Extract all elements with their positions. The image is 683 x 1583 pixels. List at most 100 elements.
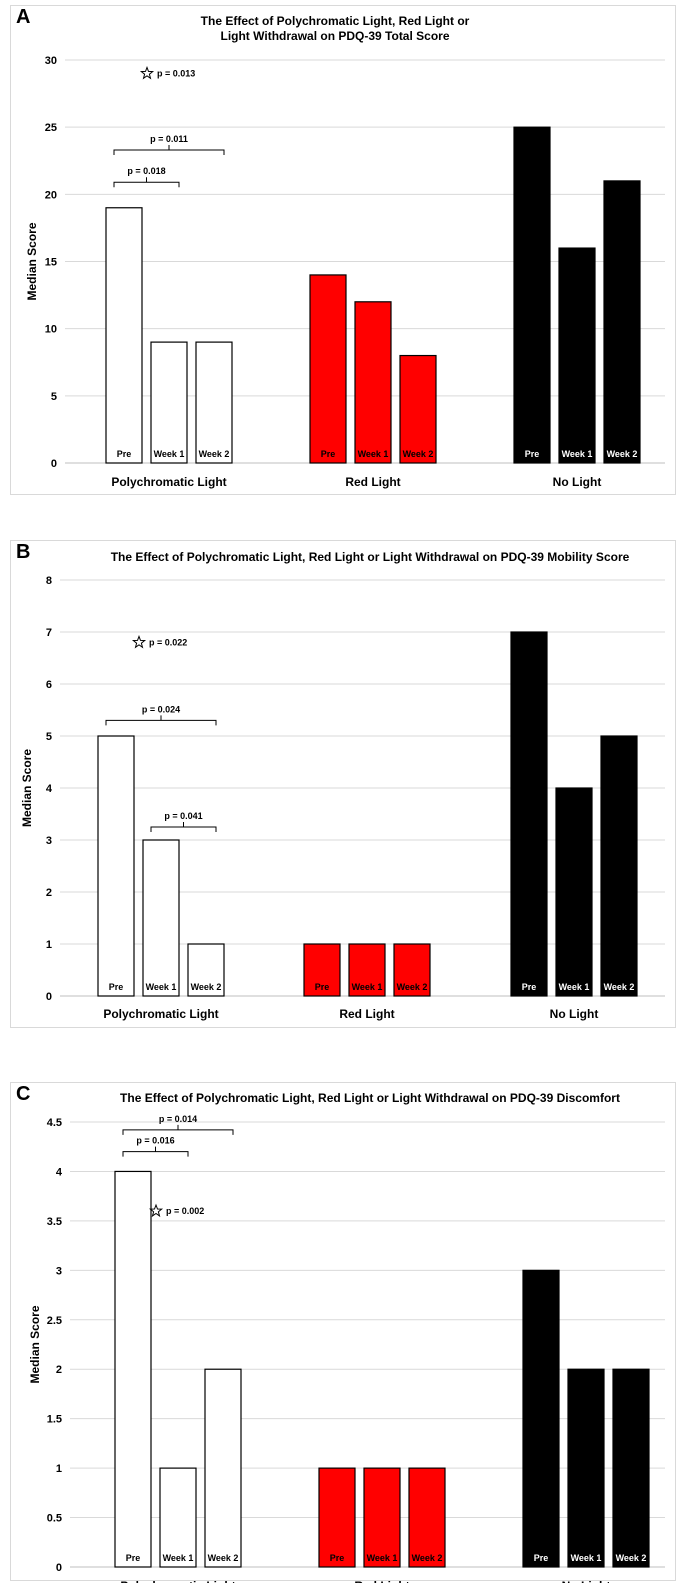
y-tick-label: 0 xyxy=(46,991,52,1003)
category-label: No Light xyxy=(550,1007,599,1021)
bar xyxy=(408,1467,446,1568)
chart-title: The Effect of Polychromatic Light, Red L… xyxy=(120,1091,620,1105)
bar xyxy=(363,1467,401,1568)
bar xyxy=(150,341,188,464)
bar-label: Pre xyxy=(109,982,124,992)
significance-bracket xyxy=(150,822,217,832)
bar-label: Week 2 xyxy=(412,1553,443,1563)
chart-panel-c: C The Effect of Polychromatic Light, Red… xyxy=(0,1080,683,1583)
significance-bracket xyxy=(113,145,225,156)
y-axis-label: Median Score xyxy=(25,222,39,300)
y-tick-label: 0.5 xyxy=(47,1513,62,1525)
bar-chart-c: 0 0.5 1 1.5 2 2.5 3 3.5 4 4.5 Median Score Pre Week … xyxy=(28,1114,665,1583)
bar xyxy=(600,735,638,997)
bar-label: Pre xyxy=(321,449,336,459)
y-tick-label: 0 xyxy=(56,1562,62,1574)
y-tick-label: 30 xyxy=(45,55,57,67)
bar xyxy=(354,301,392,464)
category-label: Polychromatic Light xyxy=(103,1007,218,1021)
bar xyxy=(558,247,596,464)
p-value-label: p = 0.013 xyxy=(157,68,195,78)
y-axis-label: Median Score xyxy=(20,749,34,827)
y-tick-label: 3 xyxy=(46,835,52,847)
bar xyxy=(303,943,341,997)
bar xyxy=(159,1467,197,1568)
significance-bracket xyxy=(122,1146,189,1157)
category-label: Red Light xyxy=(339,1007,394,1021)
bar-label: Pre xyxy=(522,982,537,992)
bar-label: Week 1 xyxy=(352,982,383,992)
y-tick-label: 6 xyxy=(46,679,52,691)
chart-title: The Effect of Polychromatic Light, Red L… xyxy=(200,14,470,43)
panel-label: C xyxy=(16,1083,31,1105)
star-icon xyxy=(148,1203,164,1218)
y-tick-label: 8 xyxy=(46,575,52,587)
bar xyxy=(513,126,551,464)
y-tick-label: 1 xyxy=(46,939,52,951)
chart-title: The Effect of Polychromatic Light, Red L… xyxy=(110,550,630,564)
bar-label: Week 1 xyxy=(154,449,185,459)
bar xyxy=(309,274,347,464)
bar xyxy=(393,943,431,997)
significance-bracket xyxy=(113,177,180,188)
bar-chart-b: 0 1 2 3 4 5 6 7 8 Median Score Pre Week 1 Week 2 Poly… xyxy=(20,575,665,1021)
y-tick-label: 5 xyxy=(46,731,52,743)
bar xyxy=(555,787,593,997)
bar-label: Week 2 xyxy=(604,982,635,992)
p-value-label: p = 0.011 xyxy=(150,134,188,144)
significance-bracket xyxy=(105,715,217,726)
bar-label: Week 2 xyxy=(403,449,434,459)
bar-label: Pre xyxy=(117,449,132,459)
p-value-label: p = 0.018 xyxy=(127,166,165,176)
p-value-label: p = 0.022 xyxy=(149,637,187,647)
bar xyxy=(510,631,548,997)
bar-label: Week 2 xyxy=(191,982,222,992)
y-tick-label: 2 xyxy=(56,1364,62,1376)
y-tick-label: 0 xyxy=(51,458,57,470)
bar xyxy=(348,943,386,997)
category-label: Red Light xyxy=(354,1579,409,1583)
y-tick-label: 7 xyxy=(46,627,52,639)
chart-panel-a: A The Effect of Polychromatic Light, Red… xyxy=(0,0,683,500)
bar xyxy=(522,1269,560,1568)
p-value-label: p = 0.016 xyxy=(136,1136,174,1146)
bar-label: Week 1 xyxy=(571,1553,602,1563)
bar xyxy=(204,1368,242,1568)
bar-label: Week 1 xyxy=(358,449,389,459)
y-tick-label: 10 xyxy=(45,324,57,336)
panel-label: B xyxy=(16,541,31,563)
y-tick-label: 4.5 xyxy=(47,1117,62,1129)
bar xyxy=(97,735,135,997)
bar-label: Week 1 xyxy=(367,1553,398,1563)
bar-label: Week 1 xyxy=(146,982,177,992)
chart-panel-b: B The Effect of Polychromatic Light, Red… xyxy=(0,530,683,1030)
bar xyxy=(567,1368,605,1568)
y-tick-label: 4 xyxy=(46,783,53,795)
bar-label: Week 2 xyxy=(397,982,428,992)
category-label: No Light xyxy=(553,475,602,489)
y-tick-label: 15 xyxy=(45,257,57,269)
significance-bracket xyxy=(122,1124,234,1135)
y-tick-label: 5 xyxy=(51,391,57,403)
bar xyxy=(603,180,641,464)
bar-chart-a: 0 5 10 15 20 25 30 Median Score Pre Week 1 Week 2 P… xyxy=(25,55,665,489)
category-label: Polychromatic Light xyxy=(120,1579,235,1583)
bar xyxy=(399,354,437,464)
bar xyxy=(187,943,225,997)
bar-label: Pre xyxy=(315,982,330,992)
bar-label: Pre xyxy=(126,1553,141,1563)
bar-label: Week 2 xyxy=(607,449,638,459)
bar xyxy=(318,1467,356,1568)
p-value-label: p = 0.002 xyxy=(166,1206,204,1216)
bar-label: Week 1 xyxy=(562,449,593,459)
bar xyxy=(142,839,180,997)
y-tick-label: 2.5 xyxy=(47,1315,62,1327)
bar-label: Week 1 xyxy=(163,1553,194,1563)
y-tick-label: 4 xyxy=(56,1166,63,1178)
p-value-label: p = 0.014 xyxy=(159,1114,197,1124)
category-label: Polychromatic Light xyxy=(111,475,226,489)
p-value-label: p = 0.041 xyxy=(164,811,202,821)
y-tick-label: 1 xyxy=(56,1463,62,1475)
y-axis-label: Median Score xyxy=(28,1305,42,1383)
bar-label: Pre xyxy=(330,1553,345,1563)
